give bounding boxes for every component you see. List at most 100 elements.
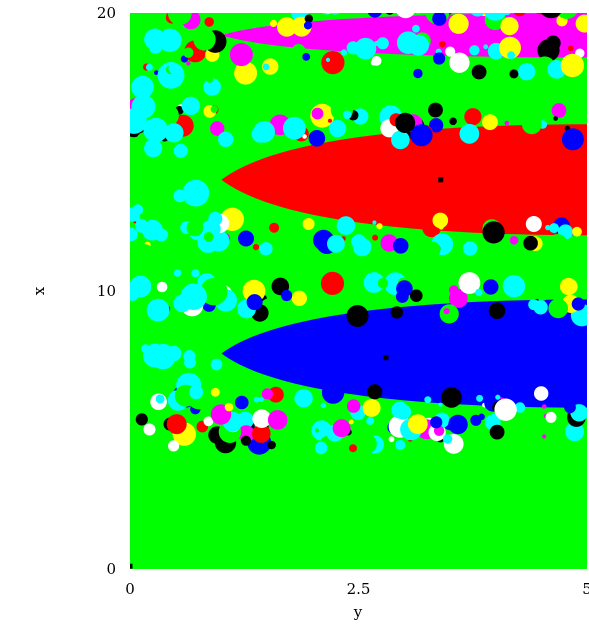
boundary-blob	[545, 224, 551, 231]
boundary-blob	[441, 13, 452, 16]
boundary-blob	[246, 13, 261, 25]
boundary-blob	[352, 237, 372, 257]
left-bubble	[212, 166, 223, 176]
boundary-blob	[329, 13, 341, 15]
boundary-blob	[475, 288, 483, 297]
boundary-blob	[551, 103, 567, 118]
left-bubble	[186, 219, 204, 237]
left-bubble	[173, 269, 182, 277]
boundary-blob	[392, 238, 409, 254]
boundary-blob	[483, 44, 489, 50]
boundary-blob	[261, 388, 273, 400]
boundary-blob	[432, 13, 447, 26]
boundary-blob	[560, 53, 585, 78]
boundary-blob	[428, 118, 444, 133]
boundary-blob	[145, 63, 153, 71]
boundary-blob	[395, 112, 416, 133]
boundary-blob	[556, 13, 578, 19]
boundary-blob	[504, 120, 510, 126]
left-bubble	[173, 189, 187, 203]
boundary-blob	[415, 13, 421, 14]
boundary-blob	[445, 46, 456, 57]
boundary-blob	[455, 0, 475, 8]
left-bubble	[132, 204, 144, 216]
boundary-blob	[325, 13, 331, 14]
left-bubble	[206, 75, 214, 83]
boundary-blob	[342, 110, 352, 120]
left-bubble	[181, 96, 200, 116]
boundary-blob	[262, 63, 270, 71]
boundary-blob	[362, 398, 381, 417]
boundary-blob	[154, 246, 159, 251]
boundary-blob	[320, 271, 345, 295]
boundary-blob	[302, 218, 315, 230]
boundary-blob	[479, 0, 497, 6]
boundary-blob	[130, 227, 138, 242]
boundary-blob	[234, 61, 258, 85]
boundary-blob	[408, 34, 429, 56]
left-bubble	[203, 78, 221, 96]
boundary-blob	[463, 241, 478, 256]
boundary-blob	[271, 0, 290, 10]
boundary-blob	[366, 416, 375, 425]
boundary-blob	[439, 304, 459, 324]
left-bubble	[173, 143, 188, 158]
boundary-blob	[320, 402, 327, 409]
boundary-blob	[513, 13, 526, 17]
boundary-blob	[391, 401, 409, 419]
boundary-blob	[561, 128, 584, 151]
boundary-blob	[325, 57, 331, 63]
boundary-blob	[509, 69, 519, 79]
boundary-blob	[253, 396, 260, 403]
left-bubble	[189, 385, 204, 400]
boundary-blob	[391, 130, 410, 150]
boundary-blob	[269, 222, 280, 233]
left-bubble	[193, 146, 215, 167]
boundary-blob	[438, 402, 443, 407]
boundary-blob	[537, 39, 560, 62]
boundary-blob	[443, 308, 450, 315]
boundary-blob	[483, 279, 499, 295]
boundary-blob	[340, 0, 351, 10]
boundary-blob	[328, 119, 347, 138]
boundary-blob	[549, 223, 560, 234]
boundary-blob	[525, 216, 542, 232]
boundary-blob	[412, 24, 420, 33]
left-bubble	[203, 232, 214, 242]
boundary-blob	[346, 399, 361, 413]
boundary-blob	[523, 235, 538, 251]
x-tick-label: 5	[582, 580, 589, 598]
boundary-blob	[314, 441, 328, 455]
left-bubble	[154, 228, 168, 242]
left-bubble	[184, 356, 196, 369]
boundary-blob	[332, 419, 351, 438]
boundary-blob	[502, 275, 526, 298]
left-bubble	[143, 117, 168, 143]
marked-points	[130, 177, 444, 569]
boundary-blob	[132, 394, 143, 405]
boundary-blob	[571, 297, 585, 311]
boundary-blob	[489, 424, 505, 440]
boundary-blob	[528, 4, 534, 10]
left-bubble	[165, 266, 173, 274]
left-bubble	[210, 358, 223, 371]
boundary-blob	[534, 386, 549, 401]
boundary-blob	[407, 414, 428, 434]
boundary-blob	[528, 278, 553, 302]
boundary-blob	[291, 290, 307, 306]
boundary-blob	[499, 36, 521, 59]
x-tick-label: 2.5	[347, 580, 371, 598]
fractal-boundary	[130, 0, 587, 456]
boundary-blob	[376, 223, 383, 230]
boundary-blob	[224, 402, 234, 412]
left-bubble	[168, 62, 180, 74]
boundary-blob	[372, 234, 379, 241]
boundary-blob	[210, 387, 220, 397]
left-bubble	[200, 278, 228, 306]
y-tick-label: 10	[97, 282, 116, 300]
boundary-blob	[556, 0, 568, 8]
boundary-blob	[288, 424, 297, 434]
boundary-blob	[424, 396, 432, 404]
boundary-blob	[449, 117, 457, 126]
left-bubble	[131, 94, 156, 119]
